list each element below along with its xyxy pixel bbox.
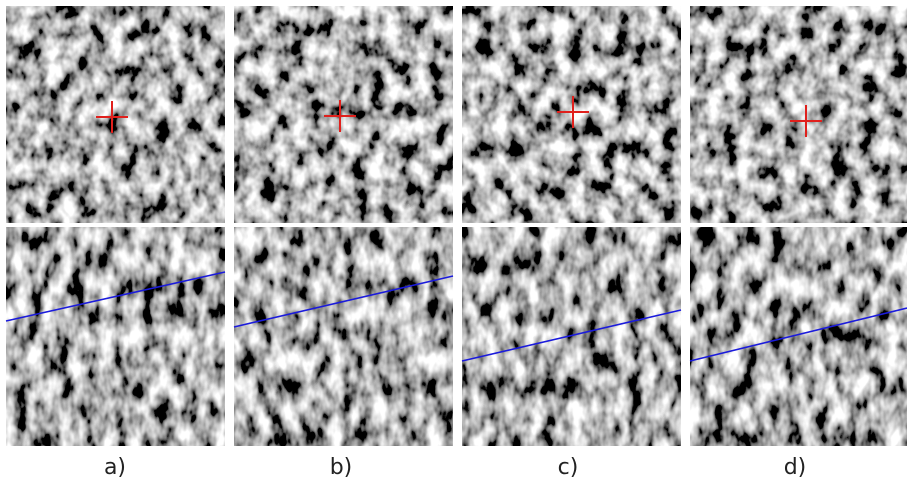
target-crosshair (557, 96, 589, 128)
panel-label: c) (558, 455, 579, 480)
overlays (5, 96, 907, 362)
crowd-image (234, 6, 453, 223)
epipolar-line (689, 307, 907, 362)
crowd-image (234, 227, 453, 446)
crowd-image (6, 6, 225, 223)
target-crosshair (324, 100, 356, 132)
panel-label: a) (104, 455, 126, 480)
epipolar-line (461, 309, 682, 362)
epipolar-line (5, 271, 226, 322)
panel-label: b) (330, 455, 353, 480)
crowd-image (6, 227, 225, 446)
crowd-image (690, 6, 907, 223)
crowd-image (690, 227, 907, 446)
target-crosshair (96, 101, 128, 133)
crowd-image (462, 227, 681, 446)
target-crosshair (790, 105, 822, 137)
image-grid (6, 6, 907, 446)
epipolar-line (233, 275, 454, 328)
crowd-image (462, 6, 681, 223)
panel-label: d) (784, 455, 807, 480)
panel-labels: a) b) c) d) (104, 455, 806, 480)
